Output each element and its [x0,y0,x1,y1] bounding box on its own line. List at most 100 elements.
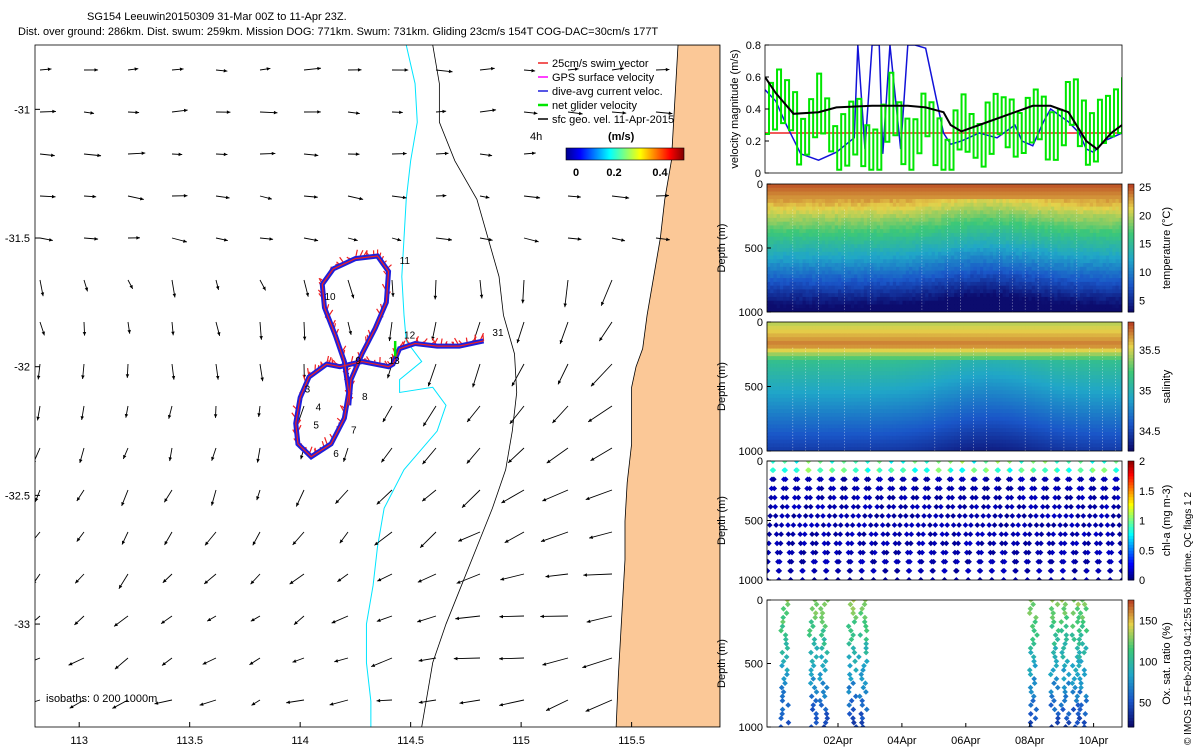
section-cell [1096,199,1101,204]
section-cell [892,266,897,272]
section-cell [950,304,955,309]
section-cell [1038,248,1042,253]
section-cell [1041,184,1046,189]
section-cell [941,229,946,234]
section-cell [1096,232,1101,238]
current-arrow [419,531,437,549]
section-cell [1063,187,1068,193]
section-cell [1018,304,1023,309]
section-cell [867,270,871,275]
section-cell [999,214,1004,219]
section-cell [1051,278,1055,283]
current-arrowhead [204,580,209,584]
section-cell [973,229,978,234]
section-cell [783,285,787,291]
section-cell [870,304,875,309]
section-cell [973,248,978,253]
section-cell [1021,206,1026,211]
section-cell [944,225,949,230]
section-cell [928,281,933,287]
section-cell [783,274,787,279]
section-cell [928,304,933,309]
section-cell [1092,195,1097,200]
section-cell [789,401,794,407]
section-cell [1009,300,1013,306]
section-cell [921,229,926,234]
section-cell [883,289,888,294]
section-cell [786,413,791,418]
section-cell [828,244,833,249]
section-cell [1105,221,1110,227]
section-cell [770,293,775,298]
section-cell [1076,308,1081,312]
section-cell [770,401,775,407]
section-cell [805,210,810,215]
section-cell [796,240,800,245]
section-cell [986,263,991,268]
section-cell [796,337,800,342]
section-cell [792,329,797,334]
section-cell [828,296,833,302]
section-cell [786,229,791,234]
section-cell [818,184,823,189]
section-cell [847,187,852,193]
section-cell [805,416,810,422]
section-cell [983,229,988,234]
section-cell [783,322,787,327]
current-arrowhead [251,701,256,706]
section-cell [841,296,846,302]
section-cell [773,210,778,215]
section-cell [831,191,836,196]
section-cell [879,296,884,302]
section-cell [999,240,1004,245]
section-cell [1057,232,1062,238]
section-cell [1002,244,1007,249]
section-cell [896,199,900,204]
section-cell [844,184,849,189]
section-cell [786,409,791,414]
track-day-label: 7 [351,426,357,437]
section-cell [796,214,800,219]
section-cell [905,255,910,260]
section-cell [983,244,988,249]
section-cell [838,281,842,287]
section-cell [899,296,904,302]
section-cell [799,278,804,283]
section-cell [983,274,988,279]
section-cell [796,236,800,242]
section-cell [989,304,994,309]
section-cell [954,274,959,279]
section-cell [905,244,910,249]
section-cell [941,187,946,193]
section-cell [1009,244,1013,249]
section-cell [1092,308,1097,312]
section-cell [941,274,946,279]
section-cell [947,266,952,272]
section-cell [1054,232,1059,238]
section-cell [783,191,787,196]
section-cell [1076,187,1081,193]
section-cell [1012,300,1017,306]
section-cell [1099,232,1104,238]
section-cell [963,225,968,230]
section-cell [947,244,952,249]
colorbar-tick-label: 20 [1139,210,1151,222]
section-cell [1034,240,1039,245]
section-cell [967,217,971,223]
section-cell [773,367,778,372]
section-cell [767,394,771,399]
section-cell [1044,236,1049,242]
section-cell [905,251,910,257]
section-cell [899,274,904,279]
section-cell [783,409,787,414]
section-cell [796,382,800,388]
section-cell [796,325,800,331]
section-cell [1002,296,1007,302]
section-cell [802,378,807,384]
section-cell [867,293,871,298]
track-day-label: 8 [362,392,368,403]
section-cell [970,206,975,211]
section-cell [941,259,946,264]
section-cell [1115,202,1120,208]
section-cell [950,232,955,238]
